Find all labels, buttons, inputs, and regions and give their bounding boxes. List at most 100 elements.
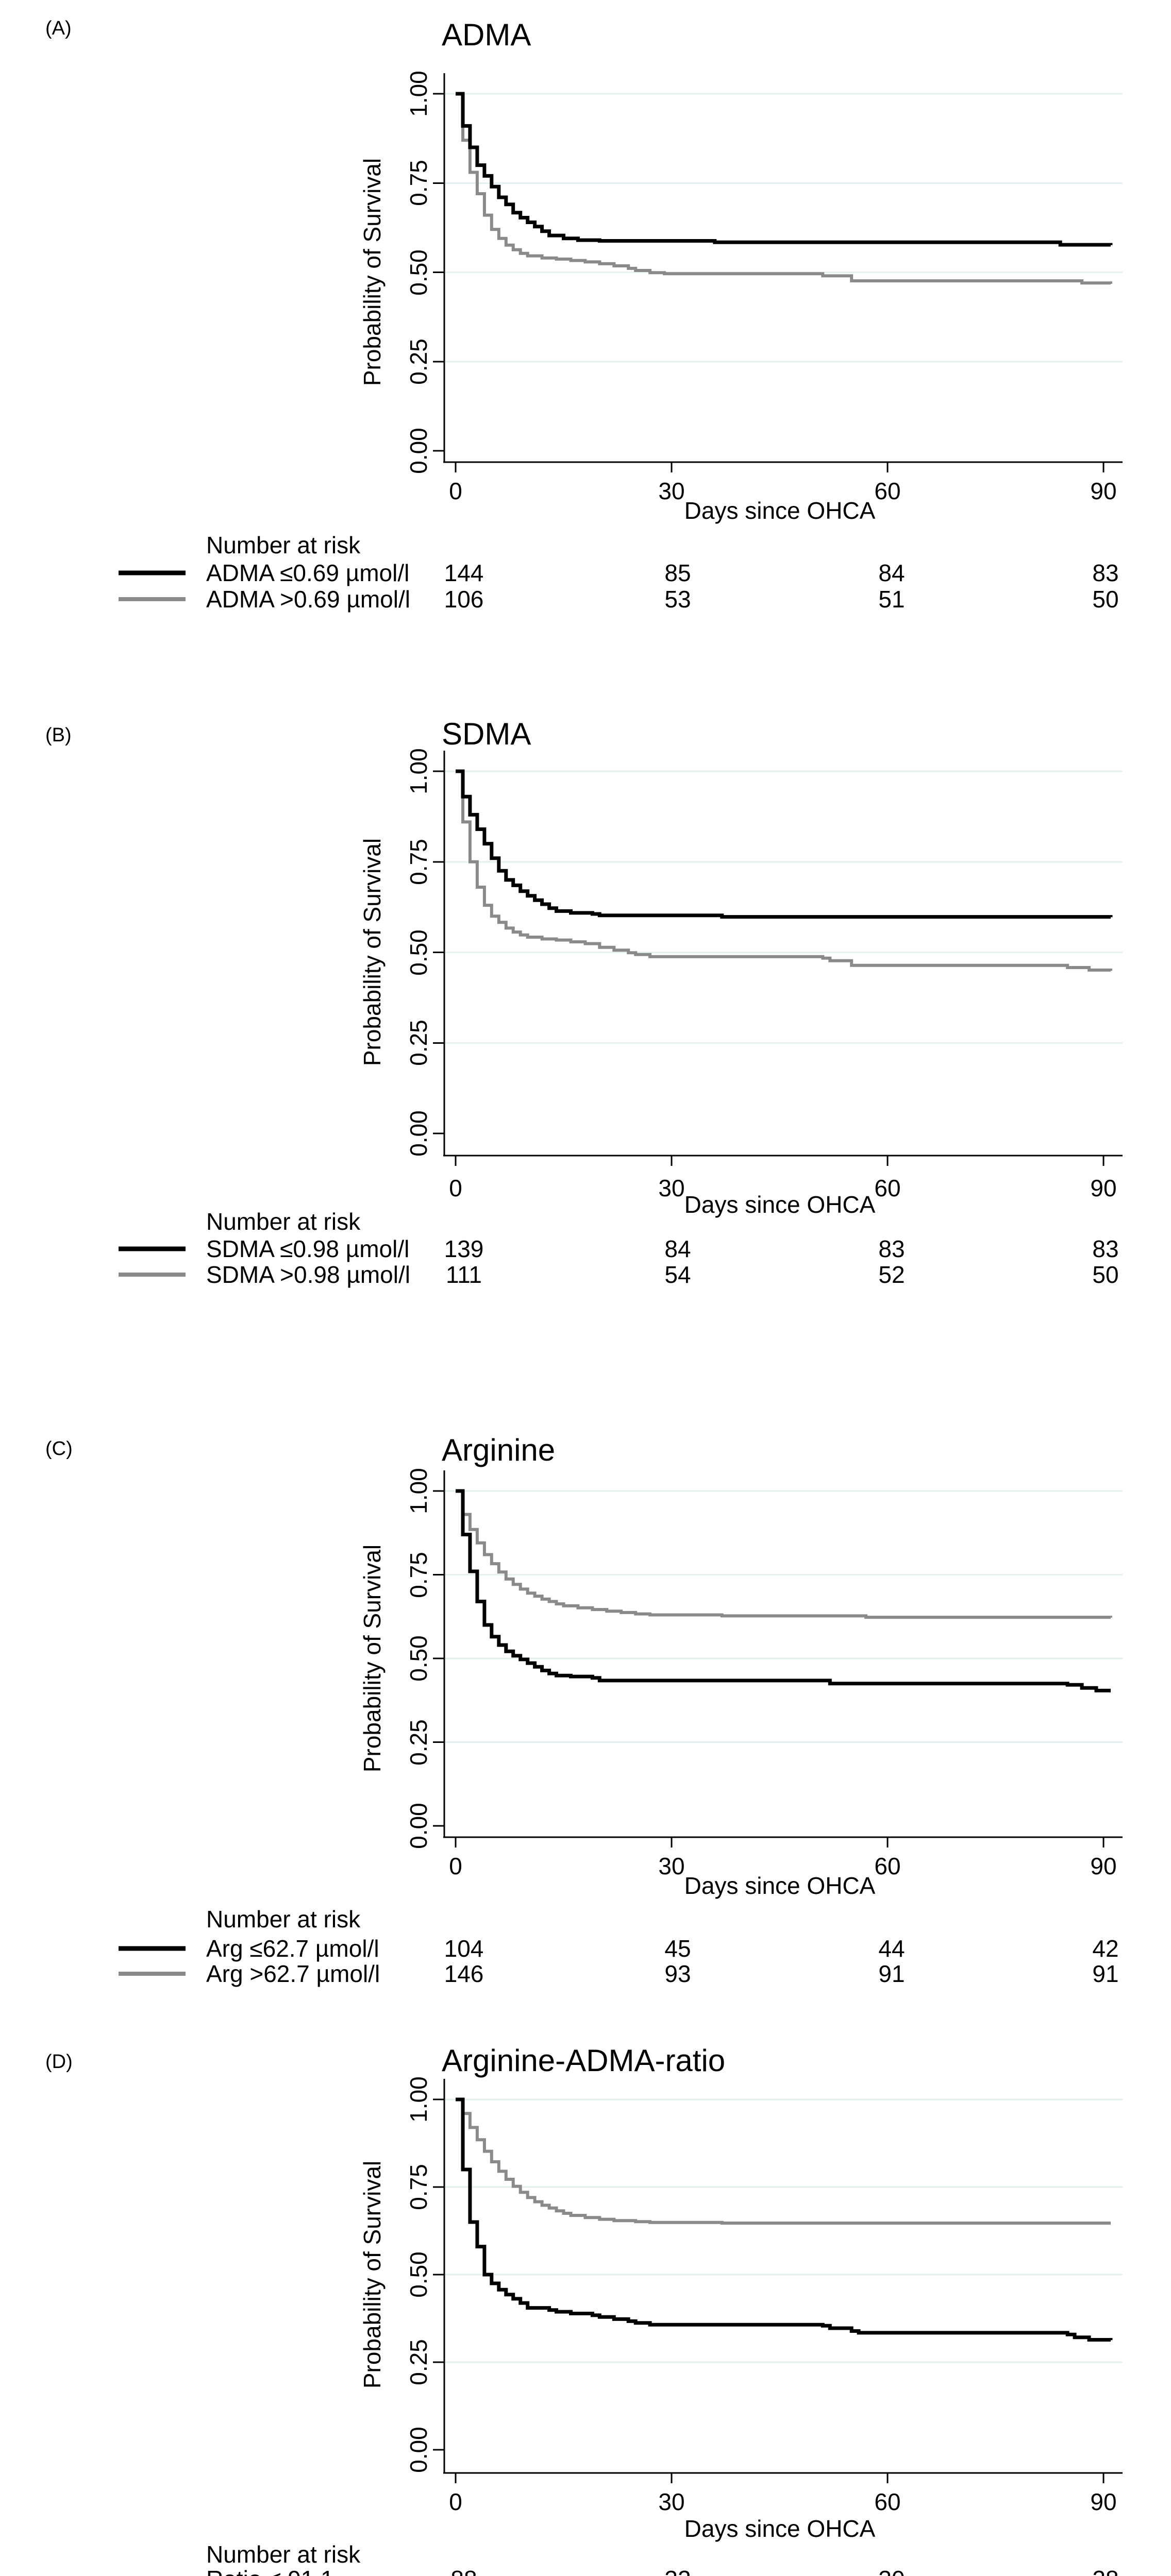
y-tick-label: 1.00 bbox=[405, 2076, 432, 2123]
y-tick-label: 0.25 bbox=[405, 1020, 432, 1066]
risk-value: 30 bbox=[878, 2567, 905, 2576]
risk-row-label: SDMA >0.98 µmol/l bbox=[206, 1261, 410, 1288]
legend-line-black bbox=[119, 570, 186, 575]
y-axis-title: Probability of Survival bbox=[359, 1544, 386, 1773]
risk-value: 32 bbox=[664, 2567, 691, 2576]
y-tick-label: 0.00 bbox=[405, 1110, 432, 1157]
risk-table-header: Number at risk bbox=[206, 532, 361, 558]
x-tick-label: 0 bbox=[449, 478, 462, 504]
x-tick-label: 60 bbox=[874, 478, 901, 504]
risk-value: 83 bbox=[1092, 560, 1119, 586]
risk-row-label: SDMA ≤0.98 µmol/l bbox=[206, 1235, 410, 1262]
legend-line-gray bbox=[119, 1273, 186, 1277]
risk-value: 144 bbox=[444, 560, 484, 586]
chart-title: SDMA bbox=[442, 717, 531, 751]
x-tick-label: 0 bbox=[449, 1175, 462, 1201]
y-tick-label: 0.75 bbox=[405, 2164, 432, 2210]
risk-table-header: Number at risk bbox=[206, 2541, 361, 2568]
risk-value: 44 bbox=[878, 1935, 905, 1962]
x-tick-label: 90 bbox=[1090, 1853, 1117, 1879]
survival-curve bbox=[456, 1489, 1111, 1692]
panel-letter: (A) bbox=[45, 18, 72, 39]
y-tick-label: 0.50 bbox=[405, 929, 432, 976]
legend-line-gray bbox=[119, 597, 186, 601]
survival-curve bbox=[456, 2097, 1113, 2342]
risk-value: 106 bbox=[444, 586, 484, 613]
y-tick-label: 0.00 bbox=[405, 1803, 432, 1849]
risk-row-label: ADMA >0.69 µmol/l bbox=[206, 586, 410, 613]
x-axis-title: Days since OHCA bbox=[684, 2515, 876, 2542]
y-axis-title: Probability of Survival bbox=[359, 158, 386, 386]
risk-value: 139 bbox=[444, 1235, 484, 1262]
risk-table-header: Number at risk bbox=[206, 1208, 361, 1235]
y-tick-label: 1.00 bbox=[405, 748, 432, 794]
x-tick-label: 30 bbox=[658, 478, 685, 504]
x-tick-label: 30 bbox=[658, 2488, 685, 2515]
y-tick-label: 0.75 bbox=[405, 1552, 432, 1598]
x-axis-title: Days since OHCA bbox=[684, 1872, 876, 1899]
panel-letter: (D) bbox=[45, 2051, 73, 2073]
x-axis-title: Days since OHCA bbox=[684, 497, 876, 524]
y-tick-label: 0.25 bbox=[405, 1719, 432, 1766]
risk-value: 54 bbox=[664, 1261, 691, 1288]
risk-value: 104 bbox=[444, 1935, 484, 1962]
risk-value: 146 bbox=[444, 1960, 484, 1987]
y-tick-label: 0.75 bbox=[405, 160, 432, 206]
risk-value: 84 bbox=[664, 1235, 691, 1262]
chart-title: ADMA bbox=[442, 18, 531, 52]
chart-title: Arginine bbox=[442, 1433, 556, 1467]
survival-curve bbox=[456, 2098, 1111, 2225]
risk-value: 91 bbox=[1092, 1960, 1119, 1987]
survival-curve bbox=[456, 1489, 1112, 1619]
y-tick-label: 0.50 bbox=[405, 2251, 432, 2298]
legend-line-gray bbox=[119, 1972, 186, 1976]
x-axis-title: Days since OHCA bbox=[684, 1191, 876, 1218]
x-tick-label: 90 bbox=[1090, 1175, 1117, 1201]
risk-row-label: Arg >62.7 µmol/l bbox=[206, 1960, 380, 1987]
x-tick-label: 90 bbox=[1090, 2488, 1117, 2515]
risk-value: 42 bbox=[1092, 1935, 1119, 1962]
risk-row-label: Ratio ≤ 91.1 bbox=[206, 2567, 334, 2576]
risk-value: 52 bbox=[878, 1261, 905, 1288]
x-tick-label: 60 bbox=[874, 1175, 901, 1201]
survival-curve bbox=[456, 92, 1112, 285]
risk-value: 50 bbox=[1092, 1261, 1119, 1288]
x-tick-label: 60 bbox=[874, 2488, 901, 2515]
risk-value: 85 bbox=[664, 560, 691, 586]
x-tick-label: 60 bbox=[874, 1853, 901, 1879]
x-tick-label: 30 bbox=[658, 1175, 685, 1201]
risk-value: 45 bbox=[664, 1935, 691, 1962]
y-tick-label: 1.00 bbox=[405, 1468, 432, 1514]
x-tick-label: 90 bbox=[1090, 478, 1117, 504]
legend-line-black bbox=[119, 1246, 186, 1251]
survival-curve bbox=[456, 92, 1113, 247]
y-tick-label: 0.00 bbox=[405, 2427, 432, 2473]
risk-row-label: Arg ≤62.7 µmol/l bbox=[206, 1935, 379, 1962]
y-tick-label: 0.25 bbox=[405, 338, 432, 385]
risk-value: 93 bbox=[664, 1960, 691, 1987]
risk-value: 53 bbox=[664, 586, 691, 613]
risk-value: 88 bbox=[450, 2567, 477, 2576]
survival-curve bbox=[456, 769, 1113, 919]
risk-value: 50 bbox=[1092, 586, 1119, 613]
x-tick-label: 0 bbox=[449, 1853, 462, 1879]
y-tick-label: 0.50 bbox=[405, 249, 432, 296]
y-tick-label: 0.00 bbox=[405, 428, 432, 474]
risk-table-header: Number at risk bbox=[206, 1906, 361, 1933]
x-tick-label: 0 bbox=[449, 2488, 462, 2515]
risk-value: 84 bbox=[878, 560, 905, 586]
risk-value: 83 bbox=[1092, 1235, 1119, 1262]
x-tick-label: 30 bbox=[658, 1853, 685, 1879]
y-tick-label: 0.75 bbox=[405, 839, 432, 885]
y-tick-label: 1.00 bbox=[405, 71, 432, 117]
chart-title: Arginine-ADMA-ratio bbox=[442, 2043, 726, 2078]
legend-line-black bbox=[119, 1946, 186, 1951]
panel-letter: (C) bbox=[45, 1438, 73, 1460]
risk-value: 91 bbox=[878, 1960, 905, 1987]
survival-curve bbox=[456, 770, 1112, 972]
y-tick-label: 0.25 bbox=[405, 2339, 432, 2385]
risk-value: 28 bbox=[1092, 2567, 1118, 2576]
y-axis-title: Probability of Survival bbox=[359, 838, 386, 1066]
